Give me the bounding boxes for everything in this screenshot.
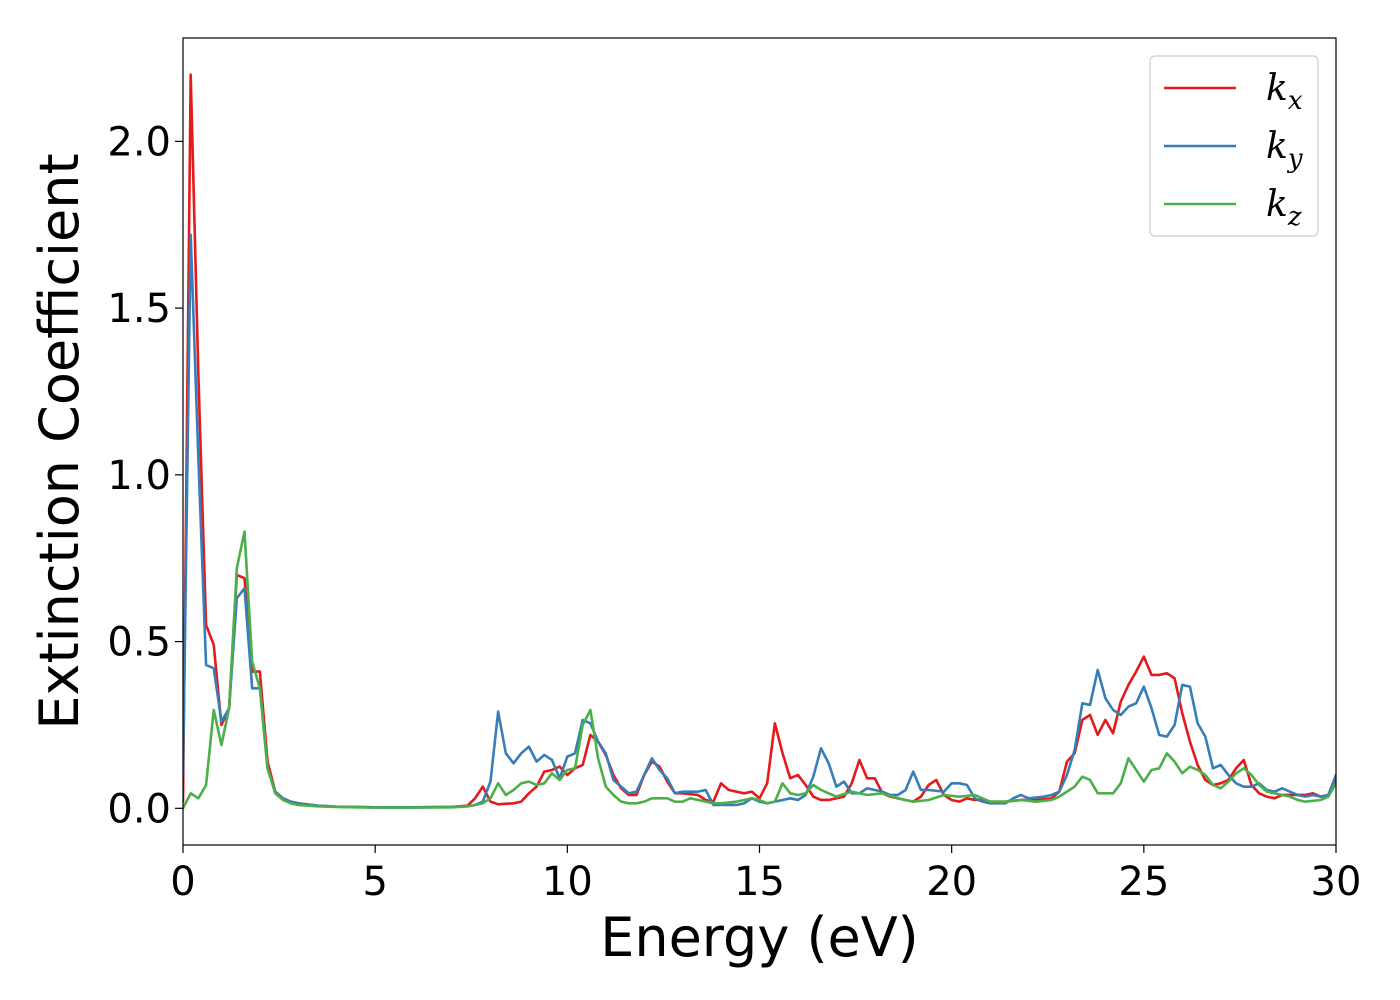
legend-label-subscript: y bbox=[1287, 144, 1303, 174]
x-tick-label: 0 bbox=[170, 859, 195, 905]
x-tick-label: 20 bbox=[926, 859, 977, 905]
x-tick-label: 30 bbox=[1311, 859, 1362, 905]
y-tick-label: 0.5 bbox=[107, 620, 171, 666]
legend-label-main: k bbox=[1266, 126, 1288, 167]
legend-label-ky: ky bbox=[1266, 126, 1303, 174]
y-tick-label: 0.0 bbox=[107, 786, 171, 832]
x-tick-label: 25 bbox=[1118, 859, 1169, 905]
legend-label-kz: kz bbox=[1266, 184, 1302, 232]
x-axis-ticks: 0 5 10 15 20 25 30 bbox=[170, 845, 1361, 905]
legend-label-kx: kx bbox=[1266, 68, 1303, 116]
x-tick-label: 5 bbox=[362, 859, 387, 905]
y-axis-ticks: 0.0 0.5 1.0 1.5 2.0 bbox=[107, 119, 183, 832]
x-tick-label: 15 bbox=[734, 859, 785, 905]
series-line-kz bbox=[183, 530, 1336, 810]
legend-label-main: k bbox=[1266, 68, 1288, 109]
legend-label-subscript: z bbox=[1287, 202, 1302, 232]
legend-label-subscript: x bbox=[1288, 86, 1303, 116]
y-tick-label: 1.5 bbox=[107, 286, 171, 332]
x-tick-label: 10 bbox=[542, 859, 593, 905]
y-tick-label: 1.0 bbox=[107, 453, 171, 499]
y-tick-label: 2.0 bbox=[107, 119, 171, 165]
series-layer bbox=[183, 73, 1336, 810]
y-axis-title: Extinction Coefficient bbox=[28, 153, 91, 729]
series-line-kx bbox=[183, 73, 1336, 809]
x-axis-title: Energy (eV) bbox=[600, 906, 919, 969]
legend-label-main: k bbox=[1266, 184, 1288, 225]
